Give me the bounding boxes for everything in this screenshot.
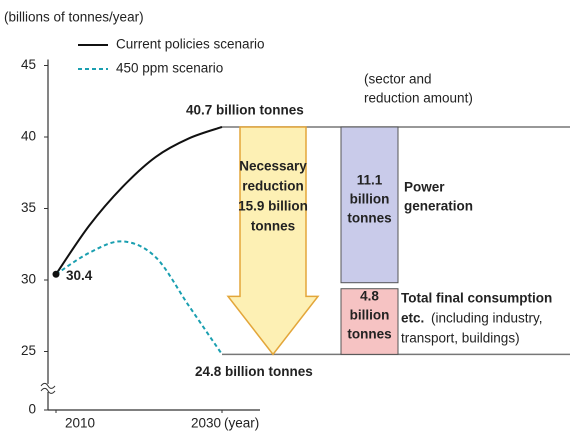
x-tick-label: 2010 xyxy=(65,416,95,431)
segment-name: generation xyxy=(404,199,473,214)
segment-bar xyxy=(340,288,399,355)
y-tick-label: 40 xyxy=(21,129,36,144)
series-line xyxy=(55,126,223,275)
segment-value-label: tonnes xyxy=(347,211,391,226)
segment-value-label: 4.8 xyxy=(360,289,379,304)
y-tick-label: 45 xyxy=(21,57,36,72)
segment-bar xyxy=(340,126,399,284)
annotation: (sector and xyxy=(364,72,432,87)
y-tick-label: 25 xyxy=(21,343,36,358)
y-tick-label: 0 xyxy=(28,402,36,417)
x-axis-label: (year) xyxy=(224,416,259,431)
segment-name: transport, buildings) xyxy=(401,331,520,346)
y-axis-label: (billions of tonnes/year) xyxy=(4,10,144,25)
reduction-label: Necessary xyxy=(239,159,307,174)
x-tick-label: 2030 xyxy=(191,416,221,431)
axis-break xyxy=(40,382,56,394)
reduction-label: reduction xyxy=(242,179,304,194)
legend-label: Current policies scenario xyxy=(116,37,265,52)
reduction-arrow xyxy=(226,126,320,356)
segment-name: (including industry, xyxy=(431,311,543,326)
segment-name: Power xyxy=(404,180,445,195)
reduction-label: tonnes xyxy=(251,219,295,234)
series-line xyxy=(55,240,223,355)
segment-value-label: tonnes xyxy=(347,327,391,342)
legend-label: 450 ppm scenario xyxy=(116,61,223,76)
segment-name: etc. xyxy=(401,311,424,326)
segment-value-label: 11.1 xyxy=(357,173,383,188)
segment-name: Total final consumption xyxy=(401,291,552,306)
y-tick-label: 35 xyxy=(21,200,36,215)
annotation: 40.7 billion tonnes xyxy=(186,103,304,118)
annotation: 30.4 xyxy=(66,268,93,283)
start-point xyxy=(52,270,60,278)
y-tick-label: 30 xyxy=(21,272,36,287)
axis-break-gap xyxy=(40,383,56,392)
annotation: 24.8 billion tonnes xyxy=(195,364,313,379)
reduction-label: 15.9 billion xyxy=(238,199,308,214)
segment-value-label: billion xyxy=(350,192,390,207)
segment-value-label: billion xyxy=(350,308,390,323)
annotation: reduction amount) xyxy=(364,91,473,106)
